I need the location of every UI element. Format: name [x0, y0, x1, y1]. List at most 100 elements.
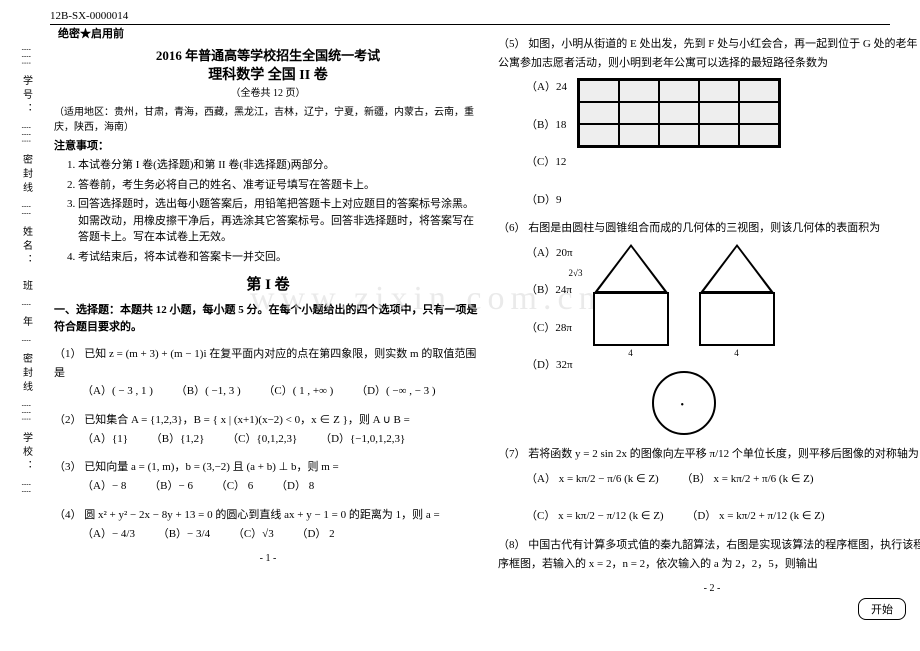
- dots: ┊┊┊: [22, 403, 31, 423]
- side-class: 班: [19, 280, 34, 294]
- question-3: （3） 已知向量 a = (1, m)，b = (3,−2) 且 (a + b)…: [54, 458, 482, 495]
- q-num: （8）: [498, 539, 526, 551]
- instr-item: 答卷前，考生务必将自己的姓名、准考证号填写在答题卡上。: [78, 177, 482, 194]
- side-seal1: 密封线: [19, 154, 34, 196]
- q-stem: 若将函数 y = 2 sin 2x 的图像向左平移 π/12 个单位长度，则平移…: [528, 448, 919, 460]
- exam-title-2: 理科数学 全国 II 卷: [54, 64, 482, 84]
- instr-item: 本试卷分第 I 卷(选择题)和第 II 卷(非选择题)两部分。: [78, 157, 482, 174]
- confidential-label: 绝密★启用前: [54, 25, 482, 41]
- q-num: （5）: [498, 38, 526, 50]
- dots: ┊: [22, 338, 31, 345]
- q-num: （4）: [54, 509, 82, 521]
- opt: （B） x = kπ/2 + π/6 (k ∈ Z): [681, 470, 813, 489]
- q-stem: 圆 x² + y² − 2x − 8y + 13 = 0 的圆心到直线 ax +…: [84, 509, 439, 521]
- side-school: 学校：: [19, 432, 34, 474]
- opt: （A）( − 3 , 1 ): [82, 382, 153, 401]
- opt: （D） 2: [296, 525, 334, 544]
- opt: （A）− 8: [82, 477, 126, 496]
- opt: （A）20π: [526, 244, 573, 263]
- rect-icon: [593, 292, 669, 346]
- q3-options: （A）− 8 （B）− 6 （C） 6 （D） 8: [54, 477, 482, 496]
- q-stem: 已知向量 a = (1, m)，b = (3,−2) 且 (a + b) ⊥ b…: [84, 461, 338, 473]
- section-1-heading: 第 I 卷: [54, 273, 482, 294]
- opt: （C）12: [526, 153, 567, 172]
- q-num: （1）: [54, 348, 82, 360]
- question-7: （7） 若将函数 y = 2 sin 2x 的图像向左平移 π/12 个单位长度…: [498, 445, 920, 526]
- rect-icon: [699, 292, 775, 346]
- pages-note: （全卷共 12 页）: [54, 84, 482, 99]
- opt: （A）{1}: [82, 430, 128, 449]
- opt: （D） 8: [276, 477, 314, 496]
- question-2: （2） 已知集合 A = {1,2,3}，B = { x | (x+1)(x−2…: [54, 411, 482, 448]
- question-6: （6） 右图是由圆柱与圆锥组合而成的几何体的三视图，则该几何体的表面积为 （A）…: [498, 219, 920, 435]
- notice-heading: 注意事项：: [54, 137, 482, 153]
- flow-start-box: 开始: [858, 598, 906, 620]
- opt: （C）( 1 , +∞ ): [263, 382, 333, 401]
- q-stem: 已知集合 A = {1,2,3}，B = { x | (x+1)(x−2) < …: [84, 414, 410, 426]
- opt: （D）{−1,0,1,2,3}: [320, 430, 405, 449]
- side-xuehao: 学号：: [19, 75, 34, 117]
- opt: （C）√3: [233, 525, 274, 544]
- opt: （B）{1,2}: [151, 430, 205, 449]
- question-4: （4） 圆 x² + y² − 2x − 8y + 13 = 0 的圆心到直线 …: [54, 506, 482, 543]
- dots: ┊┊┊: [22, 47, 31, 67]
- opt: （D）( −∞ , − 3 ): [356, 382, 436, 401]
- q1-options: （A）( − 3 , 1 ) （B）( −1, 3 ) （C）( 1 , +∞ …: [54, 382, 482, 401]
- q-num: （6）: [498, 222, 526, 234]
- opt: （B）− 3/4: [158, 525, 210, 544]
- q-stem: 中国古代有计算多项式值的秦九韶算法，右图是实现该算法的程序框图，执行该程序框图，…: [498, 539, 920, 570]
- regions-note: （适用地区：贵州，甘肃，青海，西藏，黑龙江，吉林，辽宁，宁夏，新疆，内蒙古，云南…: [54, 103, 482, 133]
- opt: （C）{0,1,2,3}: [227, 430, 297, 449]
- q2-options: （A）{1} （B）{1,2} （C）{0,1,2,3} （D）{−1,0,1,…: [54, 430, 482, 449]
- q-stem: 如图，小明从街道的 E 处出发，先到 F 处与小红会合，再一起到位于 G 处的老…: [498, 38, 918, 69]
- opt: （C）28π: [526, 319, 573, 338]
- triangle-icon: [699, 244, 775, 294]
- dim-height: 2√3: [569, 266, 583, 281]
- question-1: （1） 已知 z = (m + 3) + (m − 1)i 在复平面内对应的点在…: [54, 345, 482, 401]
- page-columns: ┊┊┊ 学号： ┊┊┊ 密封线 ┊┊ 姓名： 班 ┊ 年 ┊ 密封线 ┊┊┊ 学…: [10, 25, 920, 620]
- side-seal2: 密封线: [19, 353, 34, 395]
- page-foot-1: - 1 -: [54, 553, 482, 564]
- opt: （A） x = kπ/2 − π/6 (k ∈ Z): [526, 470, 659, 489]
- dots: ┊┊┊: [22, 125, 31, 145]
- q4-options: （A）− 4/3 （B）− 3/4 （C）√3 （D） 2: [54, 525, 482, 544]
- three-view-figure: 2√3 4 4: [593, 244, 775, 435]
- instr-item: 回答选择题时，选出每小题答案后，用铅笔把答题卡上对应题目的答案标号涂黑。如需改动…: [78, 196, 482, 246]
- side-name: 姓名：: [19, 226, 34, 268]
- opt: （C） x = kπ/2 − π/12 (k ∈ Z): [526, 507, 664, 526]
- opt: （A）24: [526, 78, 567, 97]
- right-column: （5） 如图，小明从街道的 E 处出发，先到 F 处与小红会合，再一起到位于 G…: [494, 25, 920, 620]
- instr-item: 考试结束后，将本试卷和答案卡一并交回。: [78, 249, 482, 266]
- doc-id: 12B-SX-0000014: [10, 10, 920, 22]
- dots: ┊: [22, 302, 31, 309]
- opt: （A）− 4/3: [82, 525, 135, 544]
- dots: ┊┊: [22, 482, 31, 496]
- q-num: （7）: [498, 448, 526, 460]
- dim-width: 4: [628, 346, 633, 361]
- opt: （D）32π: [526, 356, 573, 375]
- opt: （B）− 6: [149, 477, 193, 496]
- q-num: （2）: [54, 414, 82, 426]
- opt: （D） x = kπ/2 + π/12 (k ∈ Z): [686, 507, 824, 526]
- question-8: （8） 中国古代有计算多项式值的秦九韶算法，右图是实现该算法的程序框图，执行该程…: [498, 536, 920, 573]
- q-num: （3）: [54, 461, 82, 473]
- opt: （B）24π: [526, 281, 573, 300]
- opt: （D）9: [526, 191, 567, 210]
- opt: （C） 6: [216, 477, 254, 496]
- circle-icon: [652, 371, 716, 435]
- dim-width2: 4: [734, 346, 739, 361]
- left-column: 绝密★启用前 2016 年普通高等学校招生全国统一考试 理科数学 全国 II 卷…: [50, 25, 486, 620]
- dots: ┊┊: [22, 204, 31, 218]
- instructions-list: 本试卷分第 I 卷(选择题)和第 II 卷(非选择题)两部分。 答卷前，考生务必…: [54, 157, 482, 265]
- street-map-figure: [577, 78, 781, 148]
- opt: （B）( −1, 3 ): [176, 382, 241, 401]
- part1-intro: 一、选择题：本题共 12 小题，每小题 5 分。在每个小题给出的四个选项中，只有…: [54, 302, 482, 335]
- page-foot-2: - 2 -: [498, 583, 920, 594]
- grid-map-icon: [577, 78, 781, 148]
- exam-title-1: 2016 年普通高等学校招生全国统一考试: [54, 45, 482, 64]
- opt: （B）18: [526, 116, 567, 135]
- question-5: （5） 如图，小明从街道的 E 处出发，先到 F 处与小红会合，再一起到位于 G…: [498, 35, 920, 209]
- q-stem: 已知 z = (m + 3) + (m − 1)i 在复平面内对应的点在第四象限…: [54, 348, 476, 379]
- binding-margin: ┊┊┊ 学号： ┊┊┊ 密封线 ┊┊ 姓名： 班 ┊ 年 ┊ 密封线 ┊┊┊ 学…: [10, 25, 42, 620]
- q-stem: 右图是由圆柱与圆锥组合而成的几何体的三视图，则该几何体的表面积为: [528, 222, 880, 234]
